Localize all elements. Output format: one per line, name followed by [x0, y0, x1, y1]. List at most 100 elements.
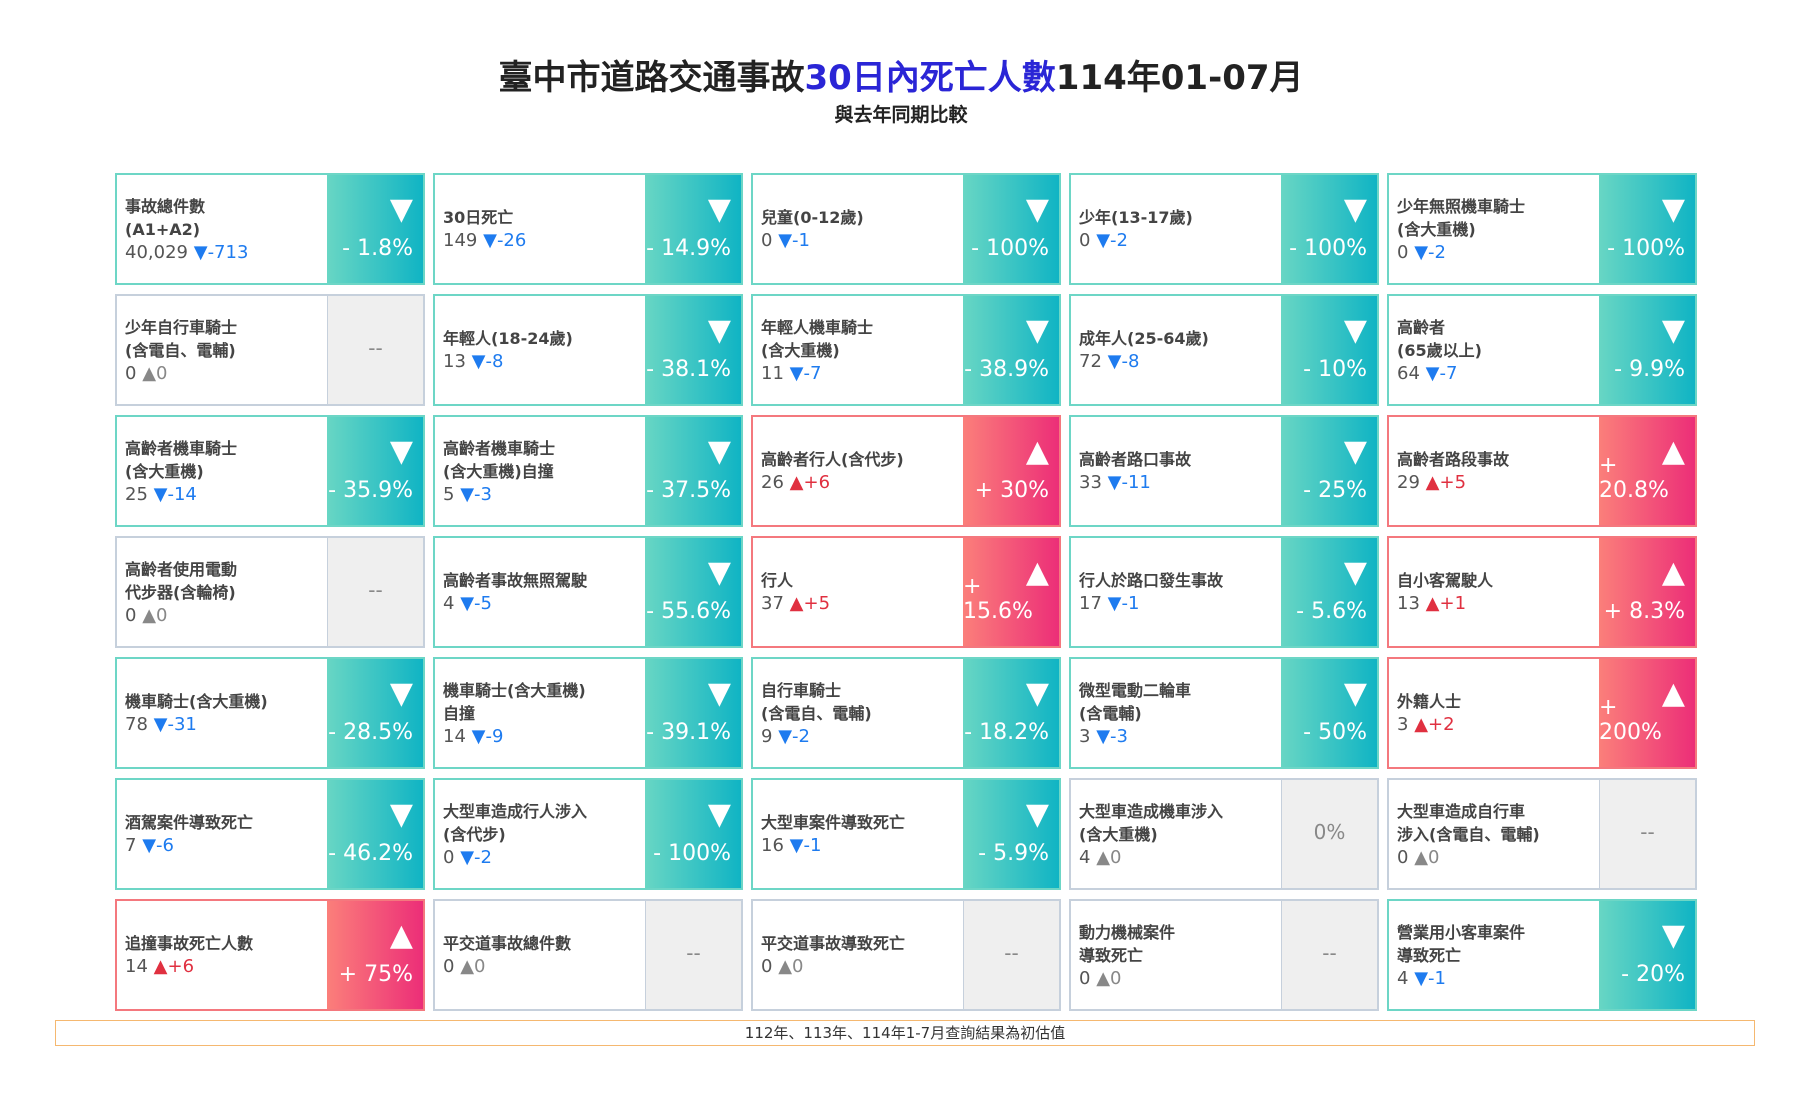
stat-percent: - 38.1%	[646, 357, 731, 382]
stat-info: 微型電動二輪車 (含電輔) 3 ▼-3	[1071, 659, 1281, 767]
stat-card[interactable]: 自小客駕駛人 13 ▲+1 ▲ + 8.3%	[1387, 536, 1697, 648]
stat-card[interactable]: 少年無照機車騎士 (含大重機) 0 ▼-2 ▼ - 100%	[1387, 173, 1697, 285]
stat-card[interactable]: 營業用小客車案件 導致死亡 4 ▼-1 ▼ - 20%	[1387, 899, 1697, 1011]
stat-label-sub: (含大重機)	[761, 340, 840, 360]
stat-label: 大型車造成行人涉入	[443, 801, 588, 821]
arrow-down-icon: ▼	[1025, 192, 1049, 227]
stat-card[interactable]: 微型電動二輪車 (含電輔) 3 ▼-3 ▼ - 50%	[1069, 657, 1379, 769]
stat-info: 年輕人機車騎士 (含大重機) 11 ▼-7	[753, 296, 963, 404]
stat-card[interactable]: 大型車案件導致死亡 16 ▼-1 ▼ - 5.9%	[751, 778, 1061, 890]
arrow-up-icon: ▲	[1661, 434, 1685, 469]
stat-label: 年輕人機車騎士	[761, 317, 874, 337]
stat-value: 0	[1397, 241, 1409, 263]
stat-card[interactable]: 大型車造成行人涉入 (含代步) 0 ▼-2 ▼ - 100%	[433, 778, 743, 890]
stat-label-sub: 代步器(含輪椅)	[125, 582, 236, 602]
stat-card[interactable]: 年輕人機車騎士 (含大重機) 11 ▼-7 ▼ - 38.9%	[751, 294, 1061, 406]
stat-percent-panel: ▲ + 30%	[963, 417, 1059, 525]
stat-card[interactable]: 高齡者機車騎士 (含大重機)自撞 5 ▼-3 ▼ - 37.5%	[433, 415, 743, 527]
stat-percent-panel: ▼ - 50%	[1281, 659, 1377, 767]
page-title: 臺中市道路交通事故30日內死亡人數114年01-07月	[498, 58, 1304, 98]
stat-card[interactable]: 大型車造成機車涉入 (含大重機) 4 ▲0 0%	[1069, 778, 1379, 890]
triangle-up-icon: ▲	[1425, 472, 1440, 493]
stat-card[interactable]: 高齡者機車騎士 (含大重機) 25 ▼-14 ▼ - 35.9%	[115, 415, 425, 527]
stat-card[interactable]: 年輕人(18-24歲) 13 ▼-8 ▼ - 38.1%	[433, 294, 743, 406]
stat-label: 外籍人士	[1397, 692, 1462, 711]
arrow-down-icon: ▼	[1025, 797, 1049, 832]
stat-percent: + 200%	[1599, 695, 1662, 745]
triangle-up-icon: ▲	[778, 956, 793, 977]
stat-percent-panel: ▼ - 20%	[1599, 901, 1695, 1009]
stat-card[interactable]: 高齡者路口事故 33 ▼-11 ▼ - 25%	[1069, 415, 1379, 527]
stat-label: 少年(13-17歲)	[1079, 208, 1193, 227]
stat-card[interactable]: 動力機械案件 導致死亡 0 ▲0 --	[1069, 899, 1379, 1011]
stat-label: 追撞事故死亡人數	[125, 934, 254, 953]
stat-card[interactable]: 高齡者路段事故 29 ▲+5 ▲ + 20.8%	[1387, 415, 1697, 527]
page-subtitle: 與去年同期比較	[834, 104, 968, 126]
stat-value: 13	[443, 351, 466, 372]
stat-percent-panel: ▼ - 1.8%	[327, 175, 423, 283]
stat-label-sub: (含代步)	[443, 824, 506, 844]
stat-percent: + 30%	[974, 478, 1049, 503]
arrow-up-icon: ▲	[1025, 555, 1049, 590]
stat-card[interactable]: 少年(13-17歲) 0 ▼-2 ▼ - 100%	[1069, 173, 1379, 285]
stat-percent: - 14.9%	[646, 236, 731, 261]
stat-card[interactable]: 少年自行車騎士 (含電自、電輔) 0 ▲0 --	[115, 294, 425, 406]
stat-change: -1	[1121, 593, 1140, 614]
stat-percent-panel: ▼ - 100%	[1281, 175, 1377, 283]
stat-percent-panel: --	[327, 538, 423, 646]
stat-card[interactable]: 兒童(0-12歲) 0 ▼-1 ▼ - 100%	[751, 173, 1061, 285]
stat-card[interactable]: 高齡者事故無照駕駛 4 ▼-5 ▼ - 55.6%	[433, 536, 743, 648]
stat-percent: - 39.1%	[646, 720, 731, 745]
stat-value: 64	[1397, 362, 1420, 384]
stat-info: 大型車造成機車涉入 (含大重機) 4 ▲0	[1071, 780, 1281, 888]
stat-label-sub: (含電自、電輔)	[761, 703, 872, 723]
stat-card[interactable]: 自行車騎士 (含電自、電輔) 9 ▼-2 ▼ - 18.2%	[751, 657, 1061, 769]
stat-card[interactable]: 追撞事故死亡人數 14 ▲+6 ▲ + 75%	[115, 899, 425, 1011]
stat-label: 高齡者行人(含代步)	[761, 450, 904, 469]
stat-info: 平交道事故總件數 0 ▲0	[435, 901, 645, 1009]
stat-card[interactable]: 酒駕案件導致死亡 7 ▼-6 ▼ - 46.2%	[115, 778, 425, 890]
stat-value: 14	[443, 725, 466, 747]
stat-label: 自行車騎士	[761, 680, 842, 700]
stat-card[interactable]: 外籍人士 3 ▲+2 ▲ + 200%	[1387, 657, 1697, 769]
stat-percent-panel: ▼ - 100%	[1599, 175, 1695, 283]
stat-percent: - 18.2%	[964, 720, 1049, 745]
stat-card[interactable]: 平交道事故總件數 0 ▲0 --	[433, 899, 743, 1011]
stat-card[interactable]: 30日死亡 149 ▼-26 ▼ - 14.9%	[433, 173, 743, 285]
triangle-up-icon: ▲	[153, 956, 168, 977]
stat-label-sub: 自撞	[443, 703, 476, 723]
stat-card[interactable]: 高齡者使用電動 代步器(含輪椅) 0 ▲0 --	[115, 536, 425, 648]
stat-change: -26	[496, 230, 527, 251]
stat-card[interactable]: 大型車造成自行車 涉入(含電自、電輔) 0 ▲0 --	[1387, 778, 1697, 890]
stat-change: -2	[1428, 241, 1446, 263]
stat-change: +1	[1439, 593, 1467, 614]
stat-card[interactable]: 成年人(25-64歲) 72 ▼-8 ▼ - 10%	[1069, 294, 1379, 406]
stat-label: 平交道事故總件數	[443, 934, 572, 953]
stat-value: 26	[761, 472, 784, 493]
stat-card[interactable]: 高齡者 (65歲以上) 64 ▼-7 ▼ - 9.9%	[1387, 294, 1697, 406]
stat-label: 高齡者事故無照駕駛	[443, 571, 588, 590]
stat-card[interactable]: 機車騎士(含大重機) 78 ▼-31 ▼ - 28.5%	[115, 657, 425, 769]
arrow-down-icon: ▼	[707, 676, 731, 711]
triangle-up-icon: ▲	[1096, 846, 1111, 868]
stat-percent-panel: --	[1281, 901, 1377, 1009]
stat-percent: - 35.9%	[328, 478, 413, 503]
stat-card[interactable]: 事故總件數 (A1+A2) 40,029 ▼-713 ▼ - 1.8%	[115, 173, 425, 285]
stat-change: 0	[1110, 846, 1122, 868]
stats-grid: 事故總件數 (A1+A2) 40,029 ▼-713 ▼ - 1.8% 30日死…	[115, 173, 1697, 1011]
triangle-down-icon: ▼	[789, 362, 804, 384]
stat-percent: - 55.6%	[646, 599, 731, 624]
triangle-down-icon: ▼	[153, 714, 168, 735]
stat-label-sub: (含大重機)	[1397, 219, 1476, 239]
stat-card[interactable]: 平交道事故導致死亡 0 ▲0 --	[751, 899, 1061, 1011]
stat-info: 行人 37 ▲+5	[753, 538, 963, 646]
stat-card[interactable]: 機車騎士(含大重機) 自撞 14 ▼-9 ▼ - 39.1%	[433, 657, 743, 769]
stat-value: 149	[443, 230, 478, 251]
stat-info: 高齡者使用電動 代步器(含輪椅) 0 ▲0	[117, 538, 327, 646]
stat-card[interactable]: 行人 37 ▲+5 ▲ + 15.6%	[751, 536, 1061, 648]
stat-info: 大型車造成自行車 涉入(含電自、電輔) 0 ▲0	[1389, 780, 1599, 888]
stat-card[interactable]: 行人於路口發生事故 17 ▼-1 ▼ - 5.6%	[1069, 536, 1379, 648]
stat-label: 高齡者機車騎士	[443, 438, 556, 458]
stat-percent: - 38.9%	[964, 357, 1049, 382]
stat-card[interactable]: 高齡者行人(含代步) 26 ▲+6 ▲ + 30%	[751, 415, 1061, 527]
